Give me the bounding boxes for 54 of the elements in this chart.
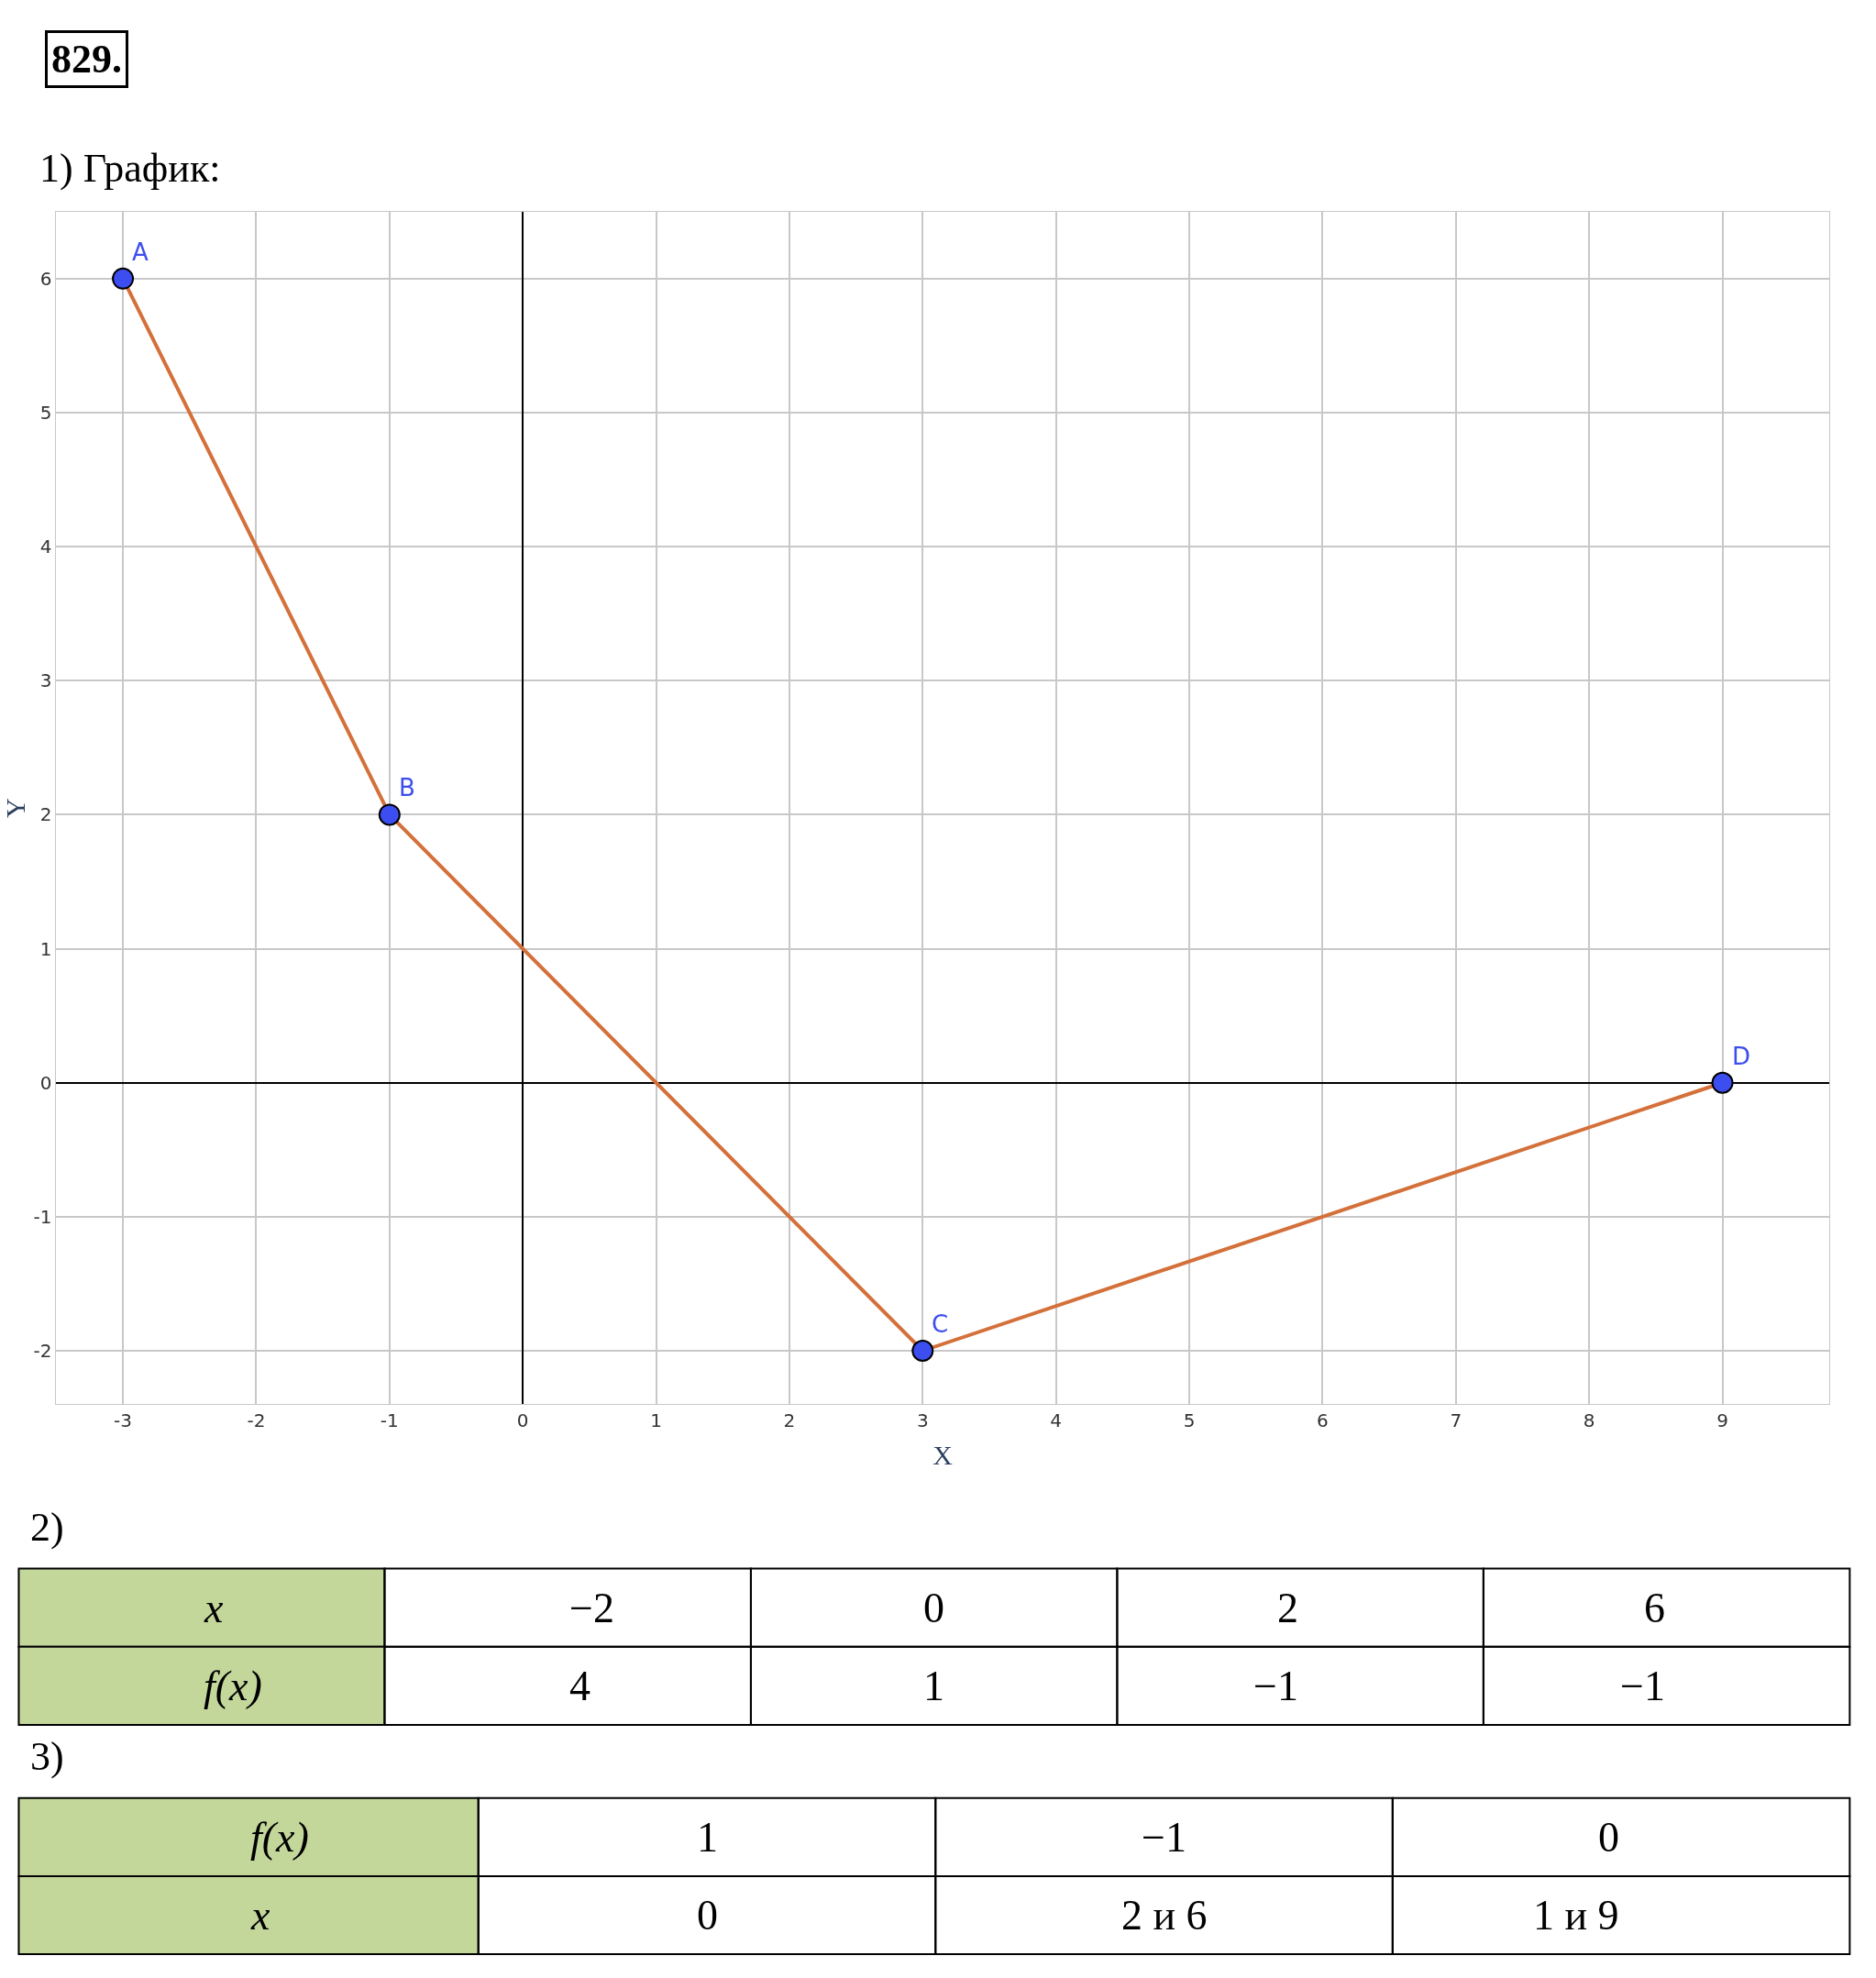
y-axis-title: Y — [0, 798, 30, 818]
annotation: A — [132, 238, 149, 266]
text: 4 — [569, 1663, 590, 1709]
annotation: C — [932, 1310, 949, 1338]
x-tick-label: 6 — [1317, 1409, 1329, 1432]
x-tick-label: -1 — [380, 1409, 399, 1432]
text: 1 — [923, 1663, 944, 1709]
text: 0 — [923, 1585, 944, 1631]
y-tick-label: -1 — [33, 1205, 52, 1228]
y-tick-label: 4 — [39, 536, 52, 558]
x-tick-label: 1 — [650, 1409, 662, 1432]
x-tick-label: 7 — [1450, 1409, 1462, 1432]
x-tick-label: 9 — [1716, 1409, 1728, 1432]
text: 1 — [697, 1814, 718, 1861]
annotation: D — [1732, 1043, 1751, 1070]
x-tick-label: -3 — [114, 1409, 133, 1432]
y-tick-label: 0 — [39, 1071, 52, 1094]
category-label: f(x) — [204, 1663, 262, 1709]
x-tick-label: 2 — [783, 1409, 796, 1432]
x-axis-title: X — [932, 1439, 954, 1470]
x-tick-label: 3 — [916, 1409, 929, 1432]
text: 0 — [1598, 1814, 1619, 1861]
category-label: x — [251, 1892, 270, 1939]
text: −1 — [1620, 1663, 1665, 1709]
y-tick-label: -2 — [33, 1340, 52, 1363]
text: 3) — [30, 1734, 64, 1779]
x-tick-label: -2 — [247, 1409, 266, 1432]
point — [1711, 1071, 1734, 1094]
y-tick-label: 6 — [39, 267, 52, 290]
y-tick-label: 5 — [39, 402, 52, 425]
text: −1 — [1142, 1814, 1186, 1861]
x-tick-label: 0 — [516, 1409, 529, 1432]
y-tick-label: 2 — [39, 803, 52, 826]
text: 2 — [1277, 1585, 1298, 1631]
category-label: f(x) — [250, 1814, 309, 1861]
point — [112, 267, 135, 290]
text: −1 — [1253, 1663, 1298, 1709]
text: 0 — [697, 1892, 718, 1939]
text: 2) — [30, 1505, 64, 1550]
category-label: x — [204, 1585, 224, 1631]
text: 2 и 6 — [1121, 1892, 1208, 1939]
point — [378, 803, 401, 826]
chart-title: 829. — [51, 37, 122, 82]
text: 6 — [1644, 1585, 1665, 1631]
point — [911, 1340, 934, 1362]
text: −2 — [569, 1585, 614, 1631]
annotation: B — [399, 774, 415, 801]
y-tick-label: 3 — [39, 669, 52, 692]
x-tick-label: 5 — [1183, 1409, 1196, 1432]
text: 1 и 9 — [1533, 1892, 1619, 1939]
x-tick-label: 4 — [1050, 1409, 1063, 1432]
chart-subtitle: 1) График: — [39, 146, 221, 191]
y-tick-label: 1 — [39, 937, 52, 960]
x-tick-label: 8 — [1583, 1409, 1595, 1432]
